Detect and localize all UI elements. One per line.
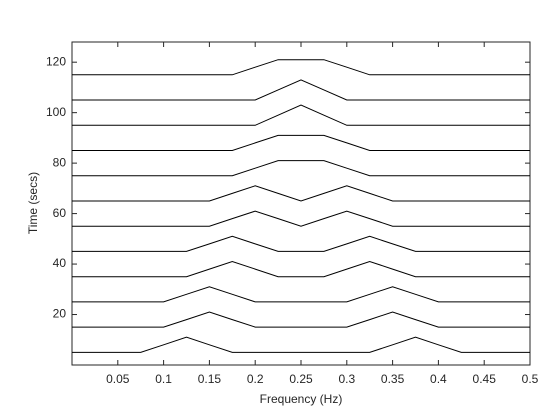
y-tick-label: 120 [46,54,66,68]
y-tick-label: 20 [53,307,67,321]
trace-line [72,210,530,227]
y-axis-label: Time (secs) [26,172,40,234]
x-tick-label: 0.05 [106,372,130,386]
trace-line [72,104,530,126]
y-tick-label: 40 [53,256,67,270]
y-tick-label: 80 [53,155,67,169]
x-tick-label: 0.35 [381,372,405,386]
x-axis-label: Frequency (Hz) [260,392,343,406]
trace-line [72,134,530,151]
x-tick-label: 0.45 [473,372,497,386]
y-tick-label: 100 [46,105,66,119]
trace-line [72,79,530,101]
trace-line [72,286,530,303]
trace-line [72,311,530,328]
y-tick-label: 60 [53,206,67,220]
x-tick-label: 0.15 [198,372,222,386]
trace-line [72,59,530,76]
trace-line [72,260,530,278]
trace-line [72,235,530,252]
x-tick-label: 0.25 [289,372,313,386]
x-tick-label: 0.4 [430,372,447,386]
x-tick-label: 0.5 [522,372,539,386]
x-tick-label: 0.1 [155,372,172,386]
x-tick-label: 0.3 [338,372,355,386]
x-tick-label: 0.2 [247,372,264,386]
trace-line [72,336,530,353]
plot-area [71,41,531,366]
trace-line [72,185,530,202]
trace-line [72,160,530,177]
